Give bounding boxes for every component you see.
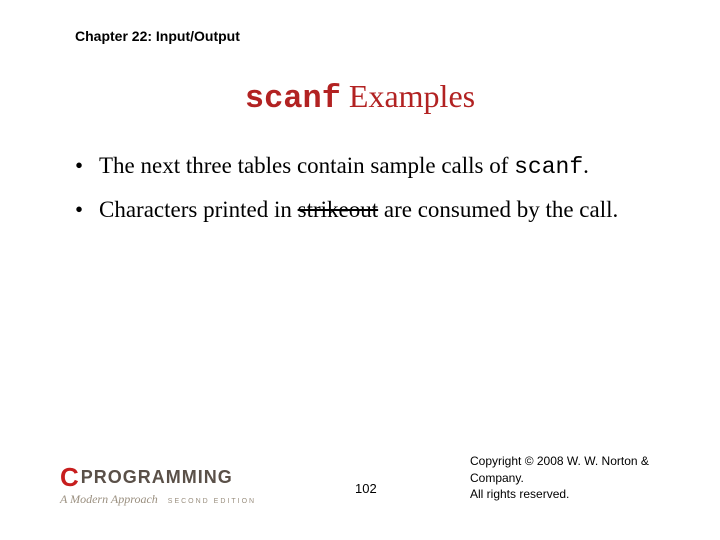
footer: C PROGRAMMING A Modern Approach SECOND E… bbox=[60, 458, 680, 508]
chapter-label: Chapter 22: Input/Output bbox=[75, 28, 240, 44]
bullet-item: The next three tables contain sample cal… bbox=[75, 152, 665, 182]
copyright: Copyright © 2008 W. W. Norton & Company.… bbox=[470, 453, 680, 502]
title-code: scanf bbox=[245, 80, 341, 117]
logo-subtitle: A Modern Approach bbox=[60, 492, 158, 506]
inline-code: scanf bbox=[514, 154, 583, 180]
bullet-text: Characters printed in bbox=[99, 197, 298, 222]
bullet-text: are consumed by the call. bbox=[378, 197, 618, 222]
slide-title: scanf Examples bbox=[0, 78, 720, 117]
book-logo: C PROGRAMMING A Modern Approach SECOND E… bbox=[60, 464, 256, 508]
logo-edition: SECOND EDITION bbox=[168, 498, 256, 505]
slide: Chapter 22: Input/Output scanf Examples … bbox=[0, 0, 720, 540]
logo-c-letter: C bbox=[60, 464, 78, 490]
bullet-text: . bbox=[583, 153, 589, 178]
page-number: 102 bbox=[355, 481, 377, 496]
bullet-item: Characters printed in strikeout are cons… bbox=[75, 196, 665, 225]
bullet-text: The next three tables contain sample cal… bbox=[99, 153, 514, 178]
copyright-line: All rights reserved. bbox=[470, 486, 680, 502]
bullet-list: The next three tables contain sample cal… bbox=[75, 152, 665, 239]
strikeout-text: strikeout bbox=[298, 197, 379, 222]
title-rest: Examples bbox=[341, 78, 475, 114]
logo-programming: PROGRAMMING bbox=[81, 467, 233, 488]
copyright-line: Copyright © 2008 W. W. Norton & Company. bbox=[470, 453, 680, 485]
